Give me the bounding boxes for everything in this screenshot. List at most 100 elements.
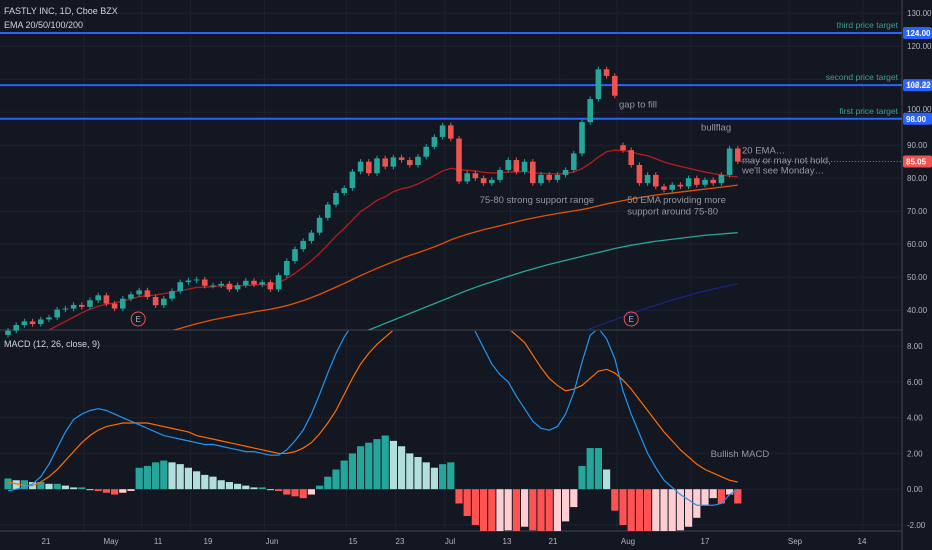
macd-histogram-bar [340,460,348,490]
macd-histogram-bar [307,489,315,495]
price-target-label: third price target [837,20,899,30]
macd-histogram-bar [324,476,332,490]
candle-body [120,298,126,309]
candle-body [636,165,643,184]
macd-indicator-label[interactable]: MACD (12, 26, close, 9) [4,339,101,349]
symbol-title[interactable]: FASTLY INC, 1D, Cboe BZX [4,6,118,16]
time-tick-label: 23 [396,537,405,546]
macd-histogram-bar [521,489,529,527]
candle-body [210,285,216,287]
candle-body [398,157,405,161]
candle-body [341,188,347,194]
candle-body [218,283,224,286]
macd-annotation: Bullish MACD [711,449,770,460]
macd-histogram-bar [562,489,570,522]
price-tick-label: 60.00 [907,240,928,249]
candle-body [407,160,413,165]
candle-body [169,291,175,299]
last-price-badge [903,155,932,168]
ema100-line [367,232,738,330]
macd-histogram-bar [676,489,684,531]
macd-histogram-bar [668,489,676,531]
macd-histogram-bar [398,446,406,490]
macd-histogram-bar [512,489,520,531]
chart-annotation: bullflag [701,122,731,133]
price-target-lines: third price target 124.00 second price tar… [0,20,932,125]
candle-body [390,157,397,167]
macd-histogram-bar [266,489,274,491]
macd-histogram-bar [644,489,652,531]
price-target-value: 124.00 [906,29,931,38]
candle-body [374,158,380,174]
macd-histogram-bar [217,480,225,490]
ema-indicator-label[interactable]: EMA 20/50/100/200 [4,20,84,30]
candle-body [357,161,364,172]
candle-body [316,217,323,233]
macd-histogram-bar [37,482,45,490]
macd-histogram-bar [545,489,553,531]
macd-histogram-bar [135,467,143,490]
candle-body [87,300,93,307]
candle-body [669,184,675,190]
macd-histogram-bar [201,474,209,490]
candle-body [46,317,52,320]
candle-body [644,174,651,184]
candle-body [464,173,470,182]
price-tick-label: 70.00 [907,207,928,216]
macd-histogram-bar [701,489,709,506]
macd-histogram-bar [53,483,61,490]
candle-body [439,125,446,137]
macd-histogram-bar [693,489,701,518]
macd-histogram-bar [258,487,266,490]
macd-histogram-bar [127,489,135,491]
time-tick-label: 19 [204,537,213,546]
macd-histogram-bar [209,476,217,490]
macd-histogram-bar [20,480,28,490]
candle-body [521,161,528,172]
macd-histogram-bar [570,489,578,508]
macd-histogram-bar [70,487,78,490]
candle-body [595,69,602,99]
candle-body [152,297,159,306]
candle-body [505,160,511,170]
chart-annotation: gap to fill [619,99,657,110]
candle-body [292,249,298,262]
macd-histogram-bar [160,460,168,490]
macd-histogram-bar [234,483,242,490]
ema20-line [47,149,738,330]
macd-tick-label: 4.00 [907,414,923,423]
macd-histogram-bar [406,453,414,490]
macd-histogram-bar [488,489,496,531]
candle-body [472,173,479,179]
price-tick-label: 50.00 [907,273,928,282]
candle-body [38,319,44,325]
macd-histogram-bar [102,489,110,493]
candle-body [111,303,118,309]
candle-body [185,280,192,283]
macd-histogram-bar [480,489,488,531]
macd-histogram-bar [603,469,611,490]
macd-histogram-bar [471,489,479,525]
candle-body [226,283,233,290]
price-target-label: first price target [839,106,898,116]
candle-body [234,285,241,290]
macd-histogram-bar [94,489,102,491]
time-tick-label: 21 [42,537,51,546]
price-tick-label: 110.00 [907,80,931,89]
candle-body [530,161,536,184]
macd-histogram-bar [348,453,356,490]
chart-annotation: 20 EMA… [742,145,785,156]
macd-line [7,331,739,506]
macd-histogram-bar [283,489,291,495]
macd-tick-label: -2.00 [907,521,926,530]
macd-histogram-bar [529,489,537,531]
candle-body [382,158,388,167]
candle-body [661,186,667,190]
candle-body [571,153,577,170]
chart-annotation: 50 EMA providing more [627,195,726,206]
macd-histogram-bar [332,469,340,490]
price-target-badge [903,79,932,92]
candlesticks: 85.05 E E [5,66,932,338]
macd-histogram-bar [242,485,250,490]
